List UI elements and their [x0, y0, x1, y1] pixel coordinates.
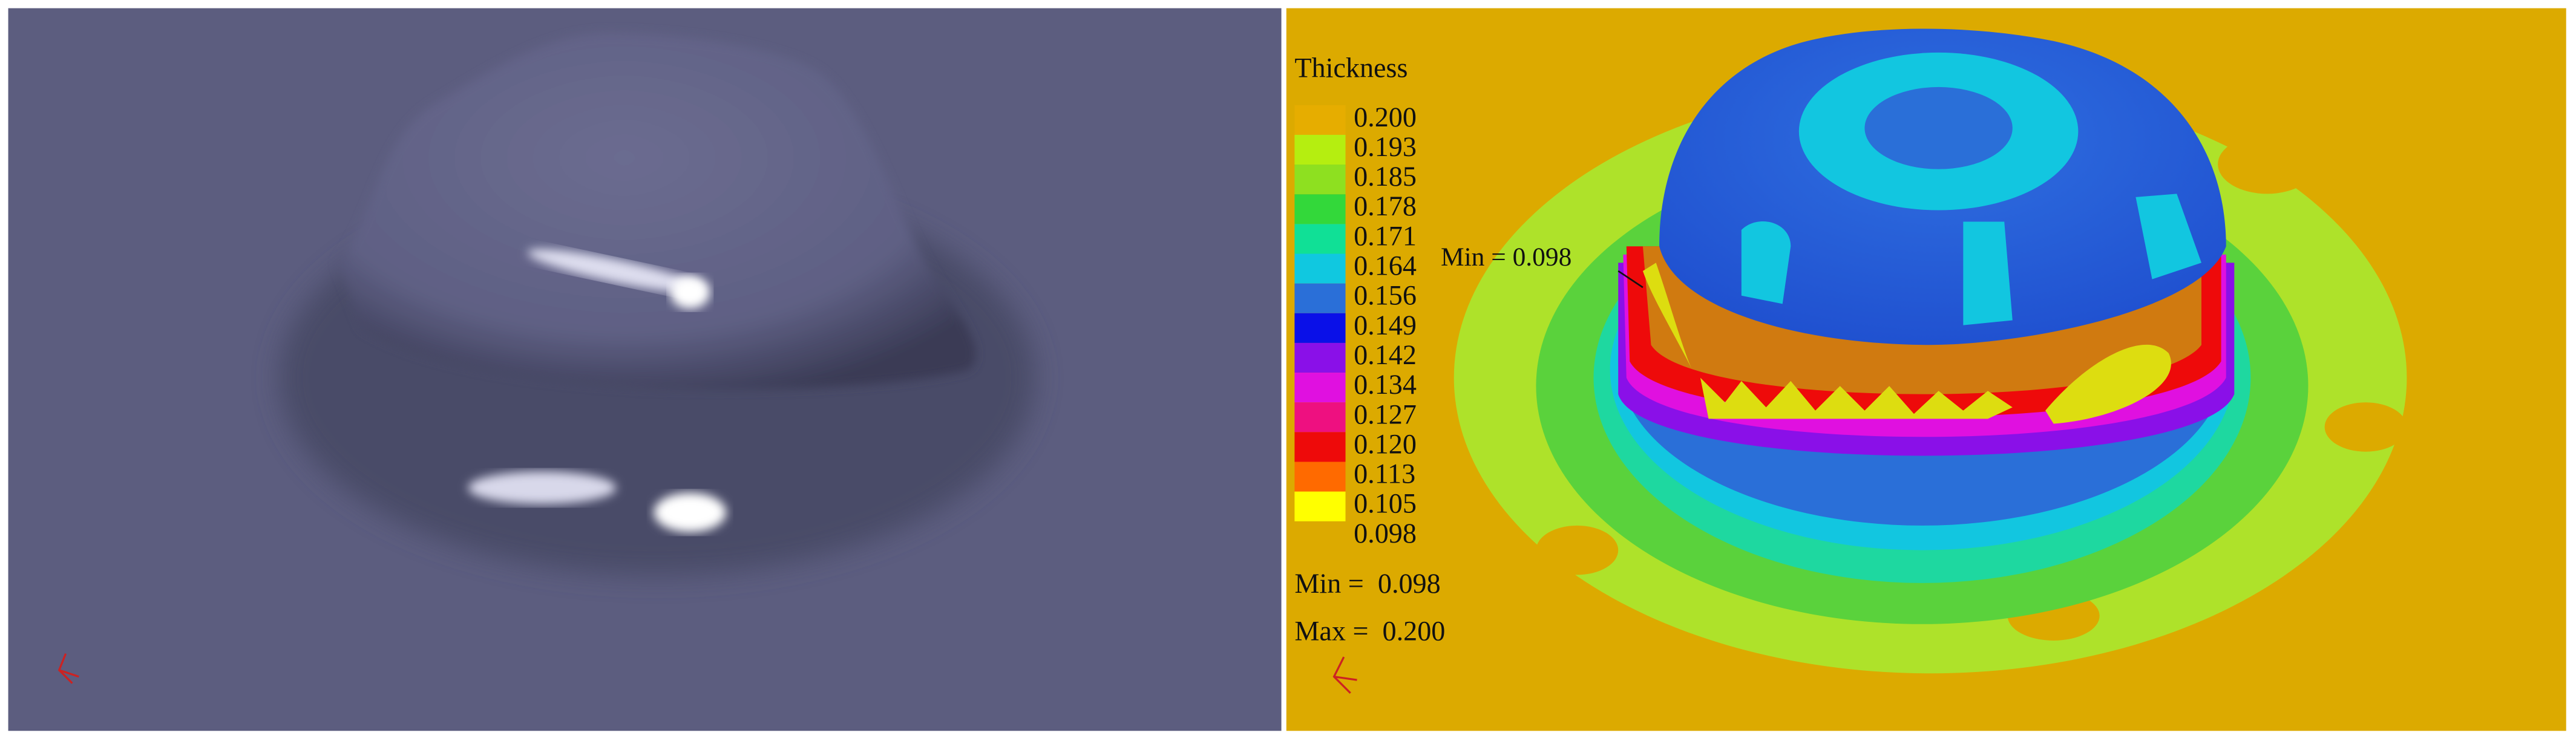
dome: [336, 33, 976, 390]
left-panel: [8, 8, 1282, 731]
right-panel: Thickness 0.2000.1930.1850.1780.1710.164…: [1286, 8, 2566, 731]
contour: [1700, 377, 2013, 419]
legend-swatch: [1294, 194, 1346, 224]
legend-label: 0.164: [1354, 250, 1417, 281]
highlight: [527, 249, 705, 293]
legend-label: 0.142: [1354, 339, 1417, 370]
contour: [2324, 402, 2407, 452]
axis-triad: [57, 653, 79, 684]
legend-label: 0.185: [1354, 161, 1417, 192]
legend-swatch: [1294, 283, 1346, 313]
legend-label: 0.171: [1354, 220, 1417, 251]
legend-label: 0.178: [1354, 191, 1417, 221]
legend-swatch: [1294, 165, 1346, 195]
legend-label: 0.200: [1354, 102, 1417, 132]
legend-swatch: [1294, 224, 1346, 254]
legend-title: Thickness: [1294, 52, 1408, 83]
highlight: [670, 276, 710, 309]
min-summary: Min = 0.098: [1294, 568, 1440, 599]
legend-swatch: [1294, 134, 1346, 165]
contour: [2045, 344, 2171, 424]
legend-label: 0.105: [1354, 488, 1417, 519]
legend-swatch: [1294, 462, 1346, 492]
max-summary: Max = 0.200: [1294, 616, 1445, 647]
legend-swatch: [1294, 491, 1346, 521]
legend-swatch: [1294, 373, 1346, 403]
legend-label: 0.134: [1354, 369, 1417, 400]
legend-label: 0.156: [1354, 280, 1417, 311]
legend-label: 0.120: [1354, 428, 1417, 459]
legend-swatch: [1294, 253, 1346, 284]
contour: [1536, 525, 1619, 575]
legend-swatch: [1294, 105, 1346, 135]
highlight: [468, 471, 617, 504]
axis-triad: [1332, 656, 1357, 694]
legend-label: 0.098: [1354, 518, 1417, 549]
divider: [1281, 0, 1286, 744]
leader-line: [1617, 270, 1644, 289]
legend-label: 0.149: [1354, 310, 1417, 341]
contour: [2218, 134, 2317, 194]
legend: Thickness 0.2000.1930.1850.1780.1710.164…: [1294, 52, 1417, 549]
contour: [1864, 86, 2013, 169]
legend-swatch: [1294, 313, 1346, 343]
legend-label: 0.127: [1354, 399, 1417, 429]
contour: [1642, 263, 1693, 370]
legend-label: 0.193: [1354, 131, 1417, 162]
legend-swatch: [1294, 342, 1346, 373]
legend-swatch: [1294, 432, 1346, 462]
contour: [1741, 194, 2201, 325]
legend-swatch: [1294, 402, 1346, 432]
legend-label: 0.113: [1354, 458, 1415, 489]
min-annotation: Min = 0.098: [1441, 243, 1571, 272]
highlight: [654, 492, 726, 532]
